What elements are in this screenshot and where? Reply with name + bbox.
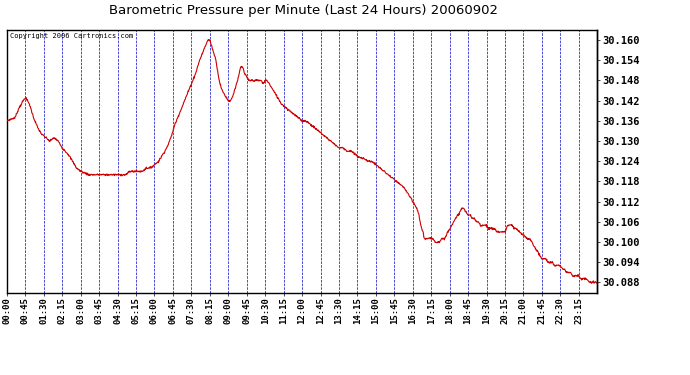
Text: Copyright 2006 Cartronics.com: Copyright 2006 Cartronics.com <box>10 33 133 39</box>
Text: Barometric Pressure per Minute (Last 24 Hours) 20060902: Barometric Pressure per Minute (Last 24 … <box>109 4 498 17</box>
